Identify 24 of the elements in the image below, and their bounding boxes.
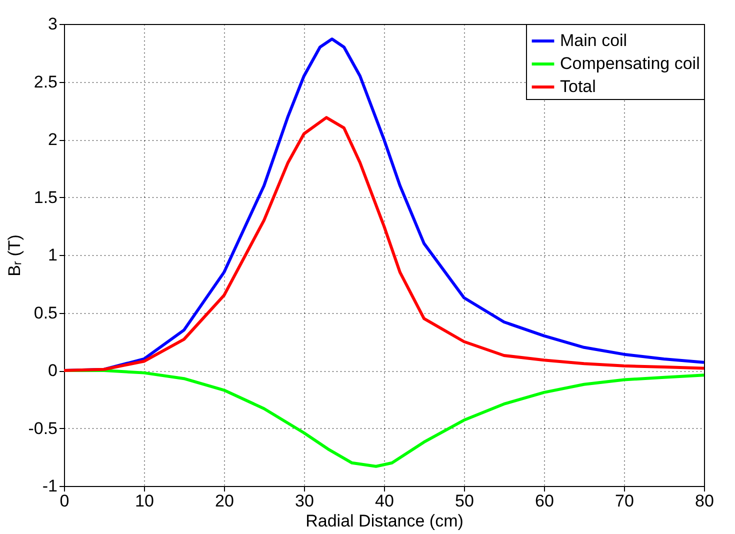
x-tick-label: 80 bbox=[695, 492, 714, 510]
y-tick-label: 0 bbox=[48, 361, 58, 380]
x-tick-label: 10 bbox=[135, 492, 154, 510]
y-axis-title: Bᵣ (T) bbox=[5, 234, 24, 276]
x-tick-label: 0 bbox=[60, 492, 70, 510]
x-tick-label: 40 bbox=[375, 492, 394, 510]
y-tick-label: 2 bbox=[48, 130, 58, 149]
x-axis-title: Radial Distance (cm) bbox=[306, 512, 464, 530]
x-tick-label: 30 bbox=[295, 492, 314, 510]
x-tick-label: 50 bbox=[455, 492, 474, 510]
y-tick-label: 1 bbox=[48, 246, 58, 264]
y-tick-label: 3 bbox=[48, 14, 58, 34]
y-tick-label: -0.5 bbox=[28, 418, 58, 438]
x-tick-label: 70 bbox=[615, 492, 634, 510]
y-tick-label: 2.5 bbox=[34, 72, 58, 92]
x-tick-label: 60 bbox=[535, 492, 554, 510]
legend-label: Main coil bbox=[560, 31, 628, 50]
y-tick-label: 0.5 bbox=[34, 303, 58, 322]
y-tick-label: -1 bbox=[42, 476, 58, 496]
line-series bbox=[62, 116, 706, 372]
x-tick-label: 20 bbox=[215, 492, 234, 510]
y-tick-label: 1.5 bbox=[34, 188, 58, 207]
legend-label: Total bbox=[560, 77, 596, 96]
legend-label: Compensating coil bbox=[560, 54, 700, 73]
